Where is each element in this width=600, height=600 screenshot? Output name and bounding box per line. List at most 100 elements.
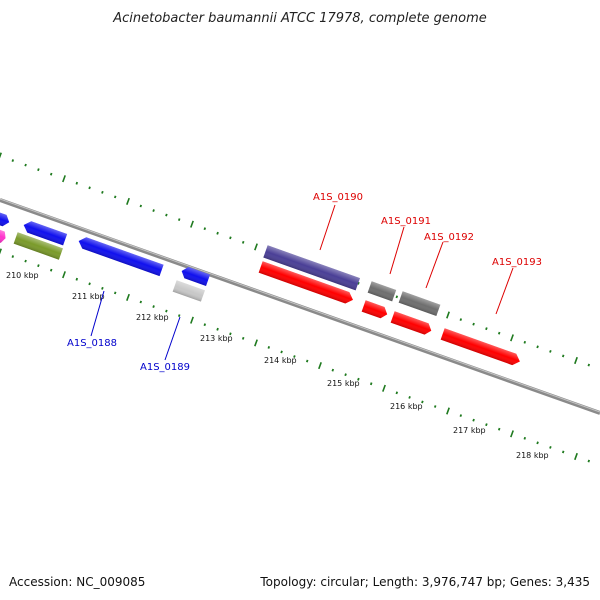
minor-tick (101, 190, 104, 194)
minor-tick (113, 195, 117, 199)
minor-tick (24, 163, 27, 167)
genome-summary-text: Topology: circular; Length: 3,976,747 bp… (259, 575, 590, 589)
gene-magenta-partial[interactable] (0, 228, 8, 244)
gene-a1s-0191[interactable] (367, 281, 397, 302)
minor-tick (293, 355, 296, 358)
major-tick (62, 175, 66, 183)
minor-tick (152, 305, 155, 308)
gene-blue-a[interactable] (22, 219, 68, 246)
minor-tick (75, 181, 79, 185)
minor-tick (280, 350, 283, 354)
minor-tick (561, 450, 565, 454)
label-leaders (90, 204, 514, 361)
gene-blue-b[interactable] (77, 235, 164, 277)
minor-tick (523, 340, 527, 344)
major-tick (574, 356, 578, 365)
minor-tick (395, 391, 399, 395)
gene-label-a1s-0191[interactable]: A1S_0191 (381, 216, 431, 227)
position-label: 217 kbp (453, 426, 486, 435)
minor-tick (357, 281, 360, 285)
major-tick (382, 384, 386, 392)
gene-red-a[interactable] (258, 261, 355, 305)
major-tick (254, 339, 258, 347)
minor-tick (344, 373, 347, 377)
minor-tick (485, 423, 488, 427)
map-title: Acinetobacter baumannii ATCC 17978, comp… (112, 11, 487, 26)
minor-tick (165, 213, 168, 217)
minor-tick (408, 395, 411, 399)
major-tick (190, 220, 194, 228)
position-label: 215 kbp (327, 379, 360, 388)
minor-tick (433, 405, 437, 408)
gene-lightgray[interactable] (172, 280, 205, 302)
minor-tick (459, 414, 463, 418)
minor-tick (369, 382, 373, 386)
major-tick (126, 293, 130, 301)
gene-red-c[interactable] (390, 311, 434, 336)
accession-text: Accession: NC_009085 (9, 575, 145, 589)
gene-red-b[interactable] (361, 300, 390, 320)
minor-tick (152, 209, 155, 212)
minor-tick (165, 309, 168, 313)
minor-tick (49, 268, 53, 272)
major-tick (62, 271, 66, 279)
minor-tick (75, 277, 79, 281)
position-label: 210 kbp (6, 271, 39, 280)
gene-label-a1s-0189[interactable]: A1S_0189 (140, 362, 190, 373)
position-label: 211 kbp (72, 292, 105, 301)
minor-tick (587, 363, 591, 367)
major-tick (126, 197, 130, 205)
minor-tick (472, 418, 475, 422)
gene-label-a1s-0190[interactable]: A1S_0190 (313, 192, 363, 203)
genome-backbone (0, 198, 600, 415)
major-tick (510, 430, 514, 438)
position-label: 212 kbp (136, 313, 169, 322)
minor-tick (216, 231, 219, 235)
gene-olive[interactable] (13, 232, 63, 260)
minor-tick (472, 322, 475, 326)
minor-tick (549, 349, 552, 353)
minor-tick (11, 159, 15, 162)
position-label: 214 kbp (264, 356, 297, 365)
minor-tick (267, 346, 271, 349)
gene-label-a1s-0188[interactable]: A1S_0188 (67, 338, 117, 349)
gene-a1s-0190[interactable] (263, 245, 360, 291)
minor-tick (587, 459, 591, 463)
major-tick (190, 316, 194, 324)
minor-tick (549, 445, 552, 449)
minor-tick (536, 345, 539, 349)
major-tick (318, 362, 322, 370)
minor-tick (561, 354, 565, 358)
minor-tick (37, 168, 40, 172)
minor-tick (421, 400, 424, 404)
position-label: 218 kbp (516, 451, 549, 460)
genome-backbone-highlight (0, 198, 600, 413)
minor-tick (101, 286, 104, 290)
gene-blue-partial[interactable] (0, 210, 11, 228)
minor-tick (177, 218, 181, 222)
gene-a1s-0193[interactable] (440, 328, 522, 367)
major-tick (254, 243, 258, 251)
major-tick (0, 248, 2, 255)
minor-tick (139, 300, 143, 304)
gene-blue-c[interactable] (180, 265, 211, 286)
gene-label-a1s-0192[interactable]: A1S_0192 (424, 232, 474, 243)
inner-tick-ring (0, 248, 591, 463)
minor-tick (536, 441, 539, 445)
minor-tick (485, 327, 488, 331)
minor-tick (229, 236, 232, 240)
minor-tick (331, 368, 335, 372)
minor-tick (229, 332, 232, 336)
position-labels: 210 kbp 211 kbp 212 kbp 213 kbp 214 kbp … (6, 271, 549, 460)
minor-tick (395, 295, 399, 299)
minor-tick (37, 264, 40, 268)
minor-tick (241, 240, 245, 244)
minor-tick (203, 227, 207, 231)
minor-tick (113, 291, 117, 295)
gene-label-a1s-0193[interactable]: A1S_0193 (492, 257, 542, 268)
minor-tick (203, 323, 207, 327)
major-tick (574, 452, 578, 461)
gene-a1s-0192[interactable] (398, 291, 441, 317)
major-tick (446, 311, 450, 319)
